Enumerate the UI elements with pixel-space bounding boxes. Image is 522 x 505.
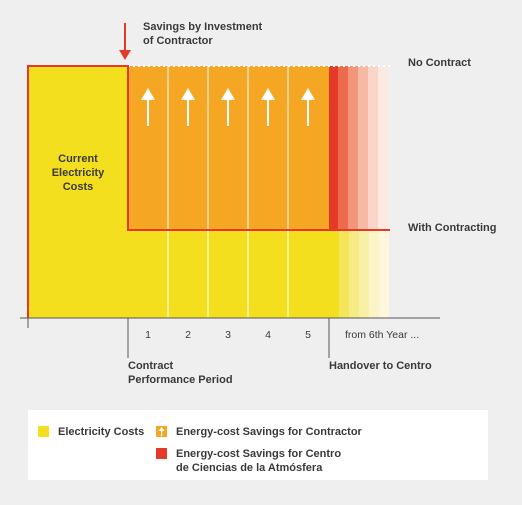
- tick-year-1: 1: [145, 329, 151, 341]
- cost-fade-5: [369, 230, 379, 318]
- legend-label: Energy-cost Savings for Contractor: [176, 426, 362, 438]
- up-arrow-icon: [181, 88, 195, 126]
- year-dividers: [167, 66, 289, 318]
- tick-year-3: 3: [225, 329, 231, 341]
- no-contract-label: No Contract: [408, 57, 471, 69]
- legend-electricity-costs: Electricity Costs: [38, 425, 144, 439]
- investment-arrow-head: [119, 50, 131, 60]
- legend: Electricity Costs Energy-cost Savings fo…: [28, 410, 488, 480]
- centro-savings-strip: [329, 66, 338, 230]
- cost-fade-2: [339, 230, 349, 318]
- legend-swatch-red: [156, 448, 167, 459]
- up-arrow-icon: [141, 88, 155, 126]
- contract-costs-area: [128, 230, 329, 318]
- centro-savings-fade-3: [358, 66, 368, 230]
- centro-savings-fade-2: [348, 66, 358, 230]
- up-arrow-icon: [221, 88, 235, 126]
- up-arrows: [141, 88, 315, 126]
- up-arrow-icon: [158, 427, 165, 436]
- legend-centro-savings: Energy-cost Savings for Centro de Cienci…: [156, 447, 341, 475]
- no-contract-line: [27, 65, 390, 318]
- centro-savings-fade-1: [338, 66, 348, 230]
- with-contracting-label: With Contracting: [408, 222, 497, 234]
- up-arrow-icon: [261, 88, 275, 126]
- legend-label: Electricity Costs: [58, 426, 145, 438]
- tick-year-2: 2: [185, 329, 191, 341]
- tick-from-6th-year: from 6th Year ...: [345, 329, 420, 341]
- tick-year-5: 5: [305, 329, 311, 341]
- cost-fade-6: [379, 230, 389, 318]
- diagram-title: Savings by Investment of Contractor: [143, 21, 263, 47]
- cost-fade-3: [349, 230, 359, 318]
- centro-savings-fade-5: [378, 66, 388, 230]
- current-costs-label: Current Electricity Costs: [51, 153, 105, 193]
- current-costs-area: [28, 66, 128, 318]
- centro-savings-fade-4: [368, 66, 378, 230]
- contract-period-label: Contract Performance Period: [128, 360, 233, 386]
- legend-label: Energy-cost Savings for Centro de Cienci…: [176, 448, 342, 474]
- tick-year-4: 4: [265, 329, 271, 341]
- cost-fade-1: [329, 230, 339, 318]
- legend-swatch-yellow: [38, 426, 49, 437]
- legend-swatch-orange: [156, 426, 167, 437]
- up-arrow-icon: [301, 88, 315, 126]
- cost-fade-4: [359, 230, 369, 318]
- handover-label: Handover to Centro: [329, 360, 432, 372]
- legend-contractor-savings: Energy-cost Savings for Contractor: [156, 425, 362, 439]
